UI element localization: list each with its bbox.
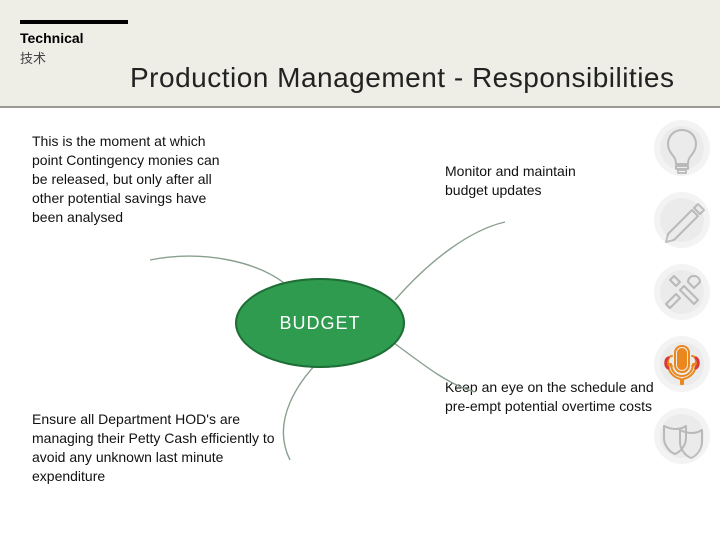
header-underline <box>0 106 720 108</box>
page-title: Production Management - Responsibilities <box>130 62 675 94</box>
header-label-cn: 技术 <box>20 48 46 67</box>
lightbulb-icon <box>654 120 710 176</box>
note-contingency: This is the moment at which point Contin… <box>32 132 232 226</box>
note-monitor-budget: Monitor and maintain budget updates <box>445 162 605 200</box>
note-petty-cash: Ensure all Department HOD's are managing… <box>32 410 292 486</box>
tools-icon <box>654 264 710 320</box>
icon-column <box>654 120 710 464</box>
budget-node: BUDGET <box>235 278 405 368</box>
pencil-icon <box>654 192 710 248</box>
note-overtime: Keep an eye on the schedule and pre-empt… <box>445 378 655 416</box>
header-rule <box>20 20 128 24</box>
header-label-en: Technical <box>20 30 84 46</box>
masks-icon <box>654 408 710 464</box>
budget-label: BUDGET <box>279 313 360 334</box>
microphone-icon <box>654 336 710 392</box>
